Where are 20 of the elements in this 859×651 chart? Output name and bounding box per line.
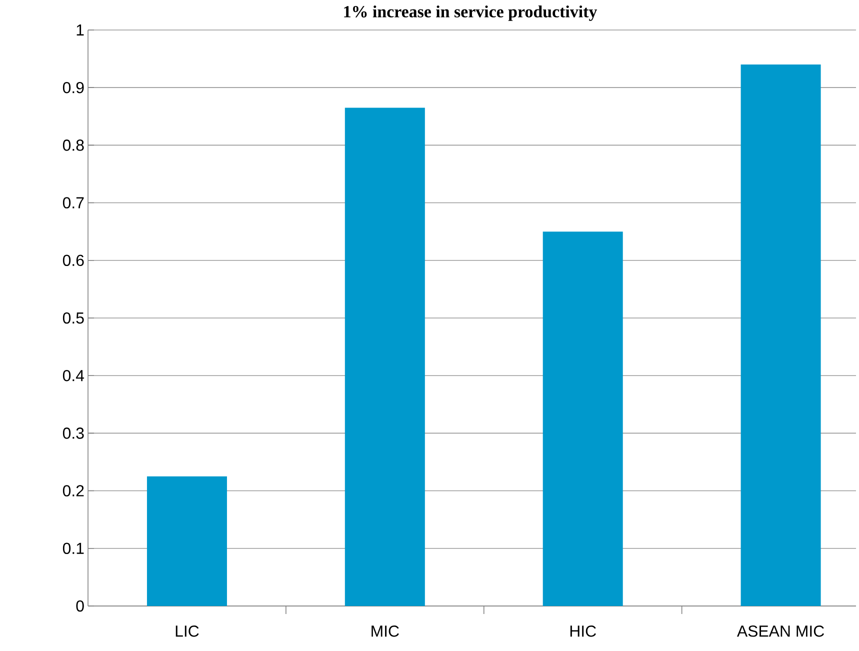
y-tick-label: 0.2 — [62, 485, 84, 496]
bar — [542, 232, 623, 606]
chart-title: 1% increase in service productivity — [344, 6, 598, 21]
y-tick-label: 0 — [76, 600, 84, 612]
y-tick-label: 0.9 — [62, 82, 84, 94]
y-tick-label: 0.4 — [62, 370, 84, 382]
y-tick-label: 0.3 — [62, 428, 84, 439]
y-tick-label: 0.5 — [62, 312, 84, 324]
x-tick-label: HIC — [570, 626, 596, 637]
x-tick-label: ASEAN MIC — [736, 626, 824, 637]
y-tick-label: 0.8 — [62, 140, 84, 151]
bar — [344, 108, 425, 606]
y-tick-label: 1 — [76, 24, 84, 36]
x-tick-label: MIC — [372, 626, 399, 637]
bar — [146, 476, 227, 606]
y-tick-label: 0.1 — [62, 542, 84, 554]
y-tick-label: 0.7 — [62, 197, 84, 208]
x-tick-label: LIC — [176, 626, 199, 637]
bar — [740, 64, 821, 606]
y-tick-label: 0.6 — [62, 254, 84, 266]
